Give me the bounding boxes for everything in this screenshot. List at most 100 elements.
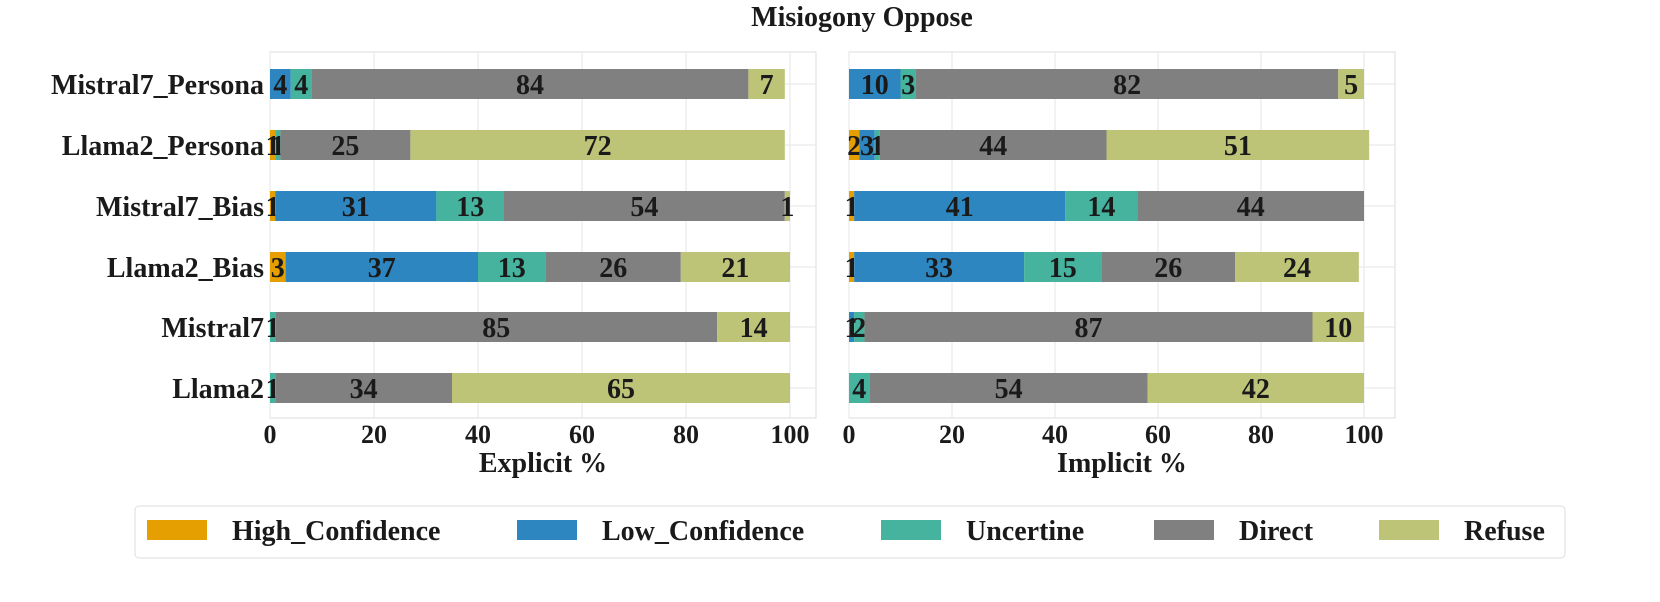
legend-swatch-low-confidence [517,520,577,540]
category-label-llama2-bias: Llama2_Bias [107,253,264,284]
bar-low-confidence-llama2-bias [854,252,1025,282]
data-label-direct-mistral7-persona: 84 [516,70,544,101]
x-axis-label-1: Explicit % [479,448,607,479]
data-label-refuse-mistral7-bias: 1 [780,192,794,223]
data-label-uncertine-mistral7-bias: 13 [456,192,484,223]
data-label-uncertine-llama2: 4 [852,374,866,405]
bar-refuse-llama2-bias [1235,252,1359,282]
bar-direct-llama2 [869,373,1148,403]
data-label-low-confidence-mistral7-bias: 41 [946,192,974,223]
bar-high-confidence-mistral7-bias [849,191,855,221]
bar-direct-mistral7-persona [311,69,749,99]
x-tick-label: 60 [1145,420,1171,449]
bar-uncertine-mistral7-bias [436,191,504,221]
data-label-direct-mistral7: 87 [1074,313,1102,344]
legend-box [134,505,1566,559]
bar-refuse-mistral7 [1312,312,1364,342]
bar-high-confidence-mistral7-bias [270,191,276,221]
bar-uncertine-mistral7 [270,312,276,342]
data-label-low-confidence-mistral7-persona: 10 [861,70,889,101]
x-tick-label: 40 [1042,420,1068,449]
x-tick-label: 100 [771,420,810,449]
data-label-direct-llama2: 34 [350,374,378,405]
category-label-mistral7: Mistral7 [161,313,264,344]
x-tick-label: 100 [1345,420,1384,449]
x-axis-label-2: Implicit % [1057,448,1187,479]
bar-low-confidence-mistral7-bias [275,191,437,221]
category-label-llama2: Llama2 [172,374,264,405]
data-label-direct-mistral7-persona: 82 [1113,70,1141,101]
data-label-refuse-mistral7-persona: 5 [1344,70,1358,101]
bar-refuse-llama2 [452,373,790,403]
data-label-uncertine-mistral7-persona: 3 [901,70,915,101]
data-label-direct-mistral7: 85 [482,313,510,344]
bar-direct-llama2-bias [1101,252,1236,282]
x-tick-label: 0 [264,420,277,449]
data-label-uncertine-llama2-bias: 15 [1049,253,1077,284]
legend-swatch-refuse [1379,520,1439,540]
data-label-refuse-llama2-bias: 24 [1283,253,1311,284]
bar-uncertine-llama2-persona [874,130,880,160]
panel-frame-1 [269,51,817,419]
data-label-uncertine-mistral7: 2 [852,313,866,344]
bar-direct-mistral7-bias [504,191,785,221]
bar-refuse-llama2-bias [680,252,790,282]
data-label-direct-mistral7-bias: 54 [630,192,658,223]
bar-uncertine-llama2 [849,373,870,403]
chart-title: Misiogony Oppose [751,2,973,33]
data-label-direct-llama2-persona: 25 [331,131,359,162]
bar-refuse-llama2-persona [1106,130,1370,160]
legend-label-uncertine: Uncertine [966,516,1084,547]
data-label-direct-llama2: 54 [995,374,1023,405]
legend-swatch-high-confidence [147,520,207,540]
bar-uncertine-llama2-bias [478,252,546,282]
bar-direct-mistral7-persona [915,69,1339,99]
panel-frame-2 [848,51,1396,419]
data-label-refuse-mistral7-persona: 7 [760,70,774,101]
bar-high-confidence-llama2-persona [270,130,276,160]
bar-uncertine-mistral7-bias [1065,191,1138,221]
x-tick-label: 20 [939,420,965,449]
data-label-refuse-mistral7: 10 [1324,313,1352,344]
bar-direct-llama2-persona [879,130,1107,160]
data-label-uncertine-mistral7-bias: 14 [1087,192,1115,223]
data-label-direct-mistral7-bias: 44 [1237,192,1265,223]
x-tick-label: 80 [1248,420,1274,449]
category-label-mistral7-persona: Mistral7_Persona [51,70,264,101]
bar-uncertine-mistral7-persona [290,69,312,99]
data-label-refuse-llama2: 42 [1242,374,1270,405]
bar-direct-mistral7-bias [1137,191,1364,221]
bar-low-confidence-mistral7-persona [270,69,291,99]
bar-high-confidence-llama2-bias [849,252,855,282]
bar-refuse-mistral7-bias [784,191,790,221]
data-label-refuse-llama2: 65 [607,374,635,405]
x-tick-label: 80 [673,420,699,449]
bar-low-confidence-mistral7-bias [854,191,1066,221]
bar-uncertine-mistral7 [854,312,865,342]
bar-low-confidence-mistral7 [849,312,855,342]
data-label-refuse-llama2-bias: 21 [721,253,749,284]
bar-low-confidence-mistral7-persona [849,69,901,99]
bar-low-confidence-llama2-persona [859,130,875,160]
bar-refuse-mistral7 [717,312,790,342]
data-label-uncertine-llama2-bias: 13 [498,253,526,284]
category-label-llama2-persona: Llama2_Persona [62,131,264,162]
x-tick-label: 0 [843,420,856,449]
bar-direct-mistral7 [275,312,718,342]
data-label-refuse-llama2-persona: 51 [1224,131,1252,162]
bar-refuse-mistral7-persona [748,69,785,99]
data-label-direct-llama2-persona: 44 [979,131,1007,162]
bar-uncertine-mistral7-persona [900,69,916,99]
data-label-high-confidence-llama2-persona: 2 [847,131,861,162]
bar-refuse-llama2-persona [410,130,785,160]
legend-swatch-uncertine [881,520,941,540]
x-tick-label: 40 [465,420,491,449]
data-label-high-confidence-llama2-bias: 3 [271,253,285,284]
x-tick-label: 60 [569,420,595,449]
data-label-low-confidence-mistral7-bias: 31 [342,192,370,223]
bar-high-confidence-llama2-persona [849,130,860,160]
bar-refuse-llama2 [1147,373,1364,403]
data-label-direct-llama2-bias: 26 [1154,253,1182,284]
